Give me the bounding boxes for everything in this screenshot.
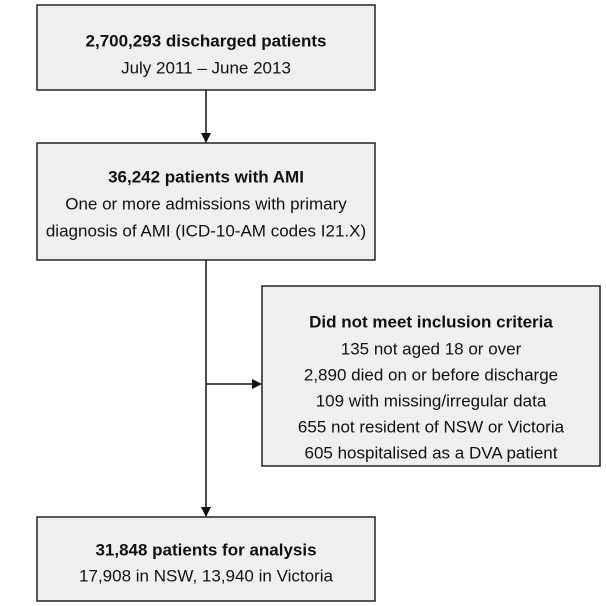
box bbox=[36, 4, 376, 91]
box-line: 2,890 died on or before discharge bbox=[304, 365, 558, 384]
box-title: 31,848 patients for analysis bbox=[95, 540, 316, 559]
box-line: diagnosis of AMI (ICD-10-AM codes I21.X) bbox=[46, 221, 366, 240]
box bbox=[261, 285, 601, 467]
box-line: 605 hospitalised as a DVA patient bbox=[305, 443, 558, 462]
box-line: July 2011 – June 2013 bbox=[121, 58, 291, 77]
box-line: 109 with missing/irregular data bbox=[316, 391, 547, 410]
box-line: 17,908 in NSW, 13,940 in Victoria bbox=[79, 566, 333, 585]
box-line: 655 not resident of NSW or Victoria bbox=[298, 417, 565, 436]
box-line: 135 not aged 18 or over bbox=[341, 339, 522, 358]
box bbox=[36, 142, 376, 261]
box-line: One or more admissions with primary bbox=[65, 194, 347, 213]
box-title: 2,700,293 discharged patients bbox=[86, 31, 327, 50]
box bbox=[36, 516, 376, 602]
box-title: 36,242 patients with AMI bbox=[108, 167, 304, 186]
box-title: Did not meet inclusion criteria bbox=[309, 312, 553, 331]
